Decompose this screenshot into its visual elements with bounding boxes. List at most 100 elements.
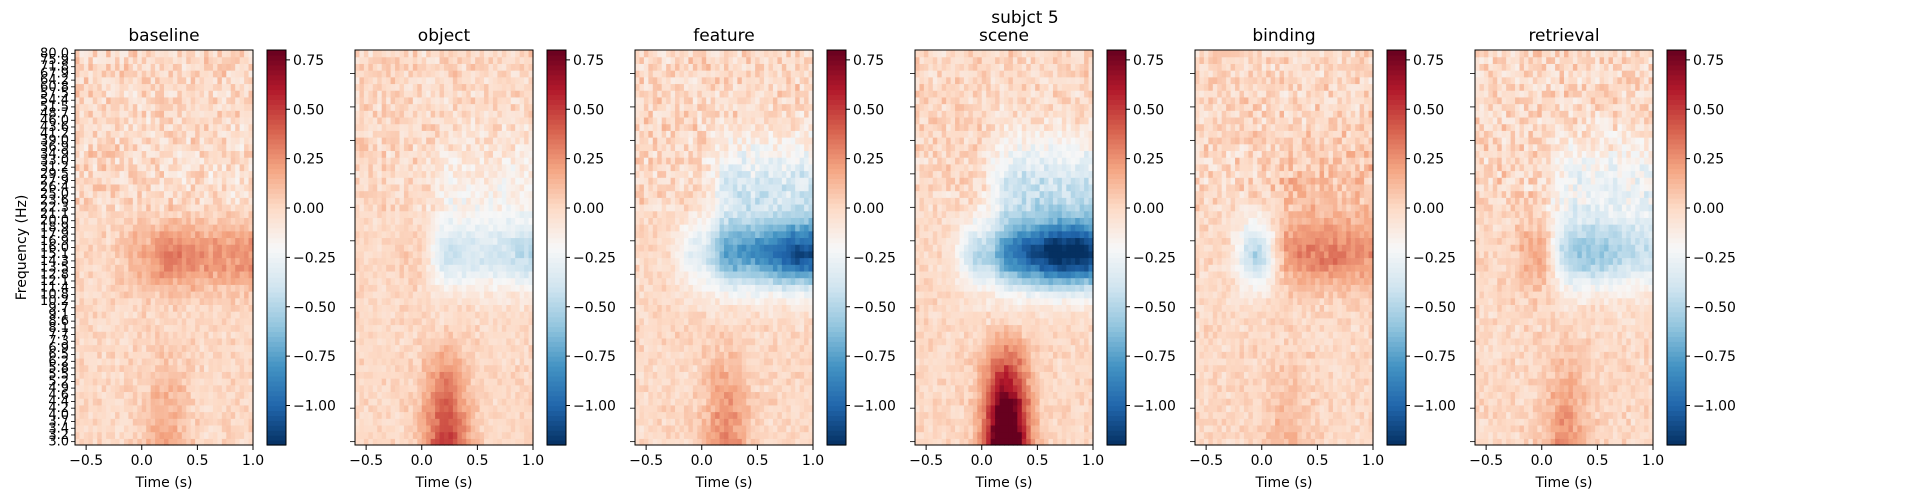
heatmap-cell: [452, 291, 458, 299]
heatmap-cell: [164, 177, 170, 185]
heatmap-cell: [137, 157, 143, 165]
heatmap-cell: [195, 337, 201, 346]
heatmap-cell: [381, 277, 387, 285]
heatmap-cell: [141, 237, 147, 245]
heatmap-cell: [79, 418, 85, 426]
heatmap-cell: [497, 76, 503, 85]
colorbar-segment: [547, 390, 566, 397]
heatmap-cell: [159, 224, 165, 232]
heatmap-cell: [359, 311, 365, 319]
heatmap-cell: [101, 257, 107, 265]
heatmap-cell: [212, 304, 218, 312]
heatmap-cell: [506, 277, 512, 285]
heatmap-cell: [164, 351, 170, 359]
heatmap-cell: [417, 364, 423, 372]
heatmap-cell: [168, 123, 174, 131]
heatmap-cell: [101, 103, 107, 111]
heatmap-cell: [390, 163, 396, 172]
heatmap-cell: [528, 50, 534, 58]
heatmap-cell: [363, 110, 369, 118]
heatmap-cell: [137, 424, 143, 433]
heatmap-cell: [497, 371, 503, 379]
heatmap-cell: [115, 244, 121, 252]
heatmap-cell: [452, 250, 458, 259]
heatmap-cell: [488, 284, 494, 292]
heatmap-cell: [132, 116, 138, 125]
heatmap-cell: [488, 76, 494, 85]
heatmap-cell: [381, 76, 387, 85]
heatmap-cell: [390, 217, 396, 225]
heatmap-cell: [515, 270, 521, 279]
heatmap-cell: [221, 96, 227, 105]
heatmap-cell: [399, 250, 405, 259]
heatmap-cell: [186, 371, 192, 379]
heatmap-cell: [528, 103, 534, 111]
heatmap-cell: [395, 351, 401, 359]
heatmap-cell: [426, 284, 432, 292]
heatmap-cell: [248, 344, 254, 352]
heatmap-cell: [204, 137, 210, 145]
y-tick-label: 5.8: [48, 361, 69, 376]
heatmap-cell: [155, 70, 161, 78]
heatmap-cell: [177, 317, 183, 326]
heatmap-cell: [363, 177, 369, 185]
heatmap-cell: [226, 83, 232, 91]
heatmap-cell: [172, 150, 178, 158]
heatmap-cell: [83, 391, 89, 399]
heatmap-cell: [417, 277, 423, 285]
heatmap-cell: [110, 357, 116, 366]
heatmap-cell: [132, 418, 138, 426]
heatmap-cell: [368, 337, 374, 346]
heatmap-cell: [123, 137, 129, 145]
heatmap-cell: [97, 264, 103, 272]
heatmap-cell: [417, 297, 423, 305]
heatmap-cell: [528, 404, 534, 413]
heatmap-cell: [497, 163, 503, 172]
heatmap-cell: [106, 418, 112, 426]
heatmap-cell: [372, 324, 378, 332]
heatmap-cell: [515, 317, 521, 326]
heatmap-cell: [466, 203, 472, 212]
heatmap-cell: [88, 331, 94, 339]
heatmap-cell: [435, 270, 441, 279]
heatmap-cell: [479, 197, 485, 205]
heatmap-cell: [479, 224, 485, 232]
heatmap-cell: [470, 50, 476, 58]
heatmap-cell: [248, 130, 254, 138]
heatmap-cell: [457, 203, 463, 212]
heatmap-cell: [448, 284, 454, 292]
heatmap-cell: [501, 264, 507, 272]
heatmap-cell: [390, 150, 396, 158]
heatmap-cell: [195, 90, 201, 98]
heatmap-cell: [435, 70, 441, 78]
heatmap-cell: [372, 197, 378, 205]
heatmap-cell: [510, 230, 516, 239]
heatmap-cell: [408, 378, 414, 386]
heatmap-cell: [115, 123, 121, 131]
heatmap-cell: [448, 230, 454, 239]
heatmap-cell: [381, 250, 387, 259]
heatmap-cell: [408, 364, 414, 372]
heatmap-cell: [448, 76, 454, 85]
heatmap-cell: [155, 90, 161, 98]
heatmap-cell: [83, 264, 89, 272]
colorbar-tick-label: −0.75: [293, 349, 336, 365]
heatmap-cell: [510, 424, 516, 433]
heatmap: [75, 50, 254, 446]
heatmap-cell: [146, 304, 152, 312]
heatmap-cell: [128, 50, 134, 58]
heatmap-cell: [524, 284, 530, 292]
heatmap-cell: [199, 264, 205, 272]
heatmap-cell: [510, 183, 516, 192]
heatmap-cell: [115, 378, 121, 386]
heatmap-cell: [461, 56, 467, 64]
heatmap-cell: [386, 418, 392, 426]
heatmap-cell: [195, 197, 201, 205]
heatmap-cell: [426, 224, 432, 232]
heatmap-cell: [377, 63, 383, 71]
heatmap-cell: [426, 190, 432, 198]
heatmap-cell: [141, 391, 147, 399]
heatmap-cell: [181, 217, 187, 225]
heatmap-cell: [368, 438, 374, 446]
heatmap-cell: [466, 157, 472, 165]
